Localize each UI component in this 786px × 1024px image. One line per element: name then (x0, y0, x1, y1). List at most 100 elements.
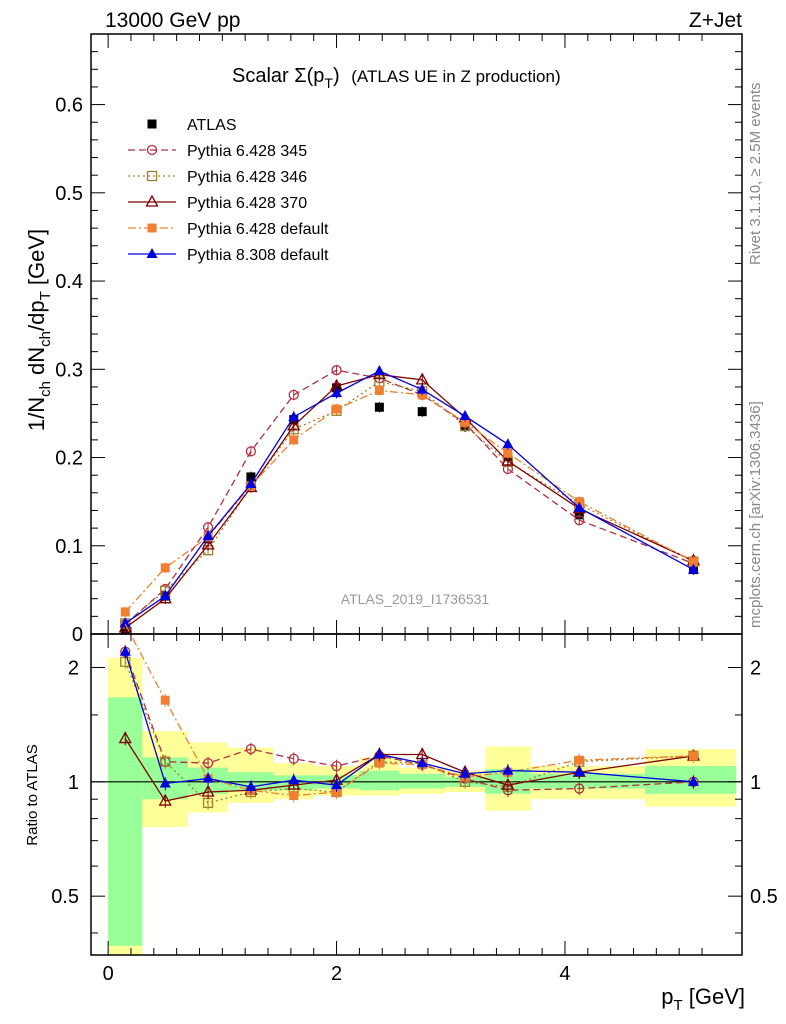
series-line-p370 (124, 373, 694, 629)
point-p370 (201, 537, 215, 550)
ratio-line-p370 (124, 738, 694, 802)
ratio-point-p8def (159, 777, 171, 788)
legend-label: Pythia 6.428 370 (187, 195, 307, 212)
ratio-ytick-label: 1 (68, 772, 79, 794)
point-p8def (459, 410, 471, 421)
ratio-ytick-label-right: 1 (750, 772, 761, 794)
series-line-p6def (124, 389, 694, 613)
main-panel: 0 0.1 0.2 0.3 0.4 0.5 0.6 1/Nch dNch/dpT [GeV]… (24, 33, 743, 646)
legend-label: Pythia 6.428 346 (187, 169, 307, 186)
series-line-p8def (124, 370, 694, 624)
point-p8def (119, 617, 131, 628)
point-p8def (331, 387, 343, 398)
ratio-point-p6def (332, 787, 342, 797)
ratio-point-p345 (331, 760, 342, 772)
ratio-xtick-label: 0 (103, 963, 114, 985)
ratio-line-p8def (124, 651, 694, 788)
point-p8def (573, 501, 585, 512)
legend-marker (146, 144, 158, 156)
point-atlas (417, 407, 427, 417)
point-p6def (688, 557, 698, 567)
main-ytick-label: 0.5 (55, 183, 83, 205)
ratio-point-p8def (119, 645, 131, 656)
header-left: 13000 GeV pp (105, 9, 240, 32)
ratio-point-p8def (245, 780, 257, 791)
legend-label: ATLAS (187, 117, 237, 134)
main-ylabel: 1/Nch dNch/dpT [GeV] (24, 229, 54, 431)
ratio-point-p345 (574, 783, 585, 794)
point-p6def (374, 385, 384, 395)
ratio-panel: 0.5 0.5 1 1 2 2 0 2 4 Ratio to ATLAS pT [GeV] (24, 623, 778, 1014)
main-ytick-label: 0 (72, 624, 83, 646)
header-right: Z+Jet (689, 9, 742, 32)
band-green (644, 766, 737, 794)
series-line-p346 (124, 380, 694, 624)
mcplots-label: mcplots.cern.ch [arXiv:1306.3436] (747, 401, 764, 628)
ratio-ylabel: Ratio to ATLAS (24, 744, 41, 845)
legend-marker (147, 223, 157, 233)
ratio-point-p8def (288, 774, 300, 785)
ratio-point-p8def (373, 748, 385, 759)
point-p8def (416, 383, 428, 394)
main-series-layer (118, 364, 701, 635)
point-atlas (246, 472, 256, 482)
ratio-point-p370 (501, 777, 515, 790)
point-p6def (503, 448, 513, 458)
point-p8def (202, 530, 214, 541)
ratio-xtick-label: 4 (559, 963, 570, 985)
point-p370 (287, 418, 301, 431)
ratio-bands-layer (91, 657, 742, 955)
legend-label: Pythia 6.428 default (187, 221, 329, 238)
point-p8def (373, 365, 385, 376)
band-green (359, 770, 400, 791)
main-axes-layer: 0 0.1 0.2 0.3 0.4 0.5 0.6 (55, 33, 743, 646)
ratio-point-p370 (158, 793, 172, 806)
ratio-point-p8def (202, 772, 214, 783)
ratio-ytick-label-right: 0.5 (750, 886, 778, 908)
point-p345 (331, 365, 342, 376)
ratio-point-p6def (574, 755, 584, 765)
point-p6def (460, 417, 470, 427)
main-ytick-label: 0.4 (55, 271, 83, 293)
ratio-point-p6def (374, 758, 384, 768)
point-p370 (501, 453, 515, 466)
legend-item-p370: Pythia 6.428 370 (128, 194, 307, 212)
ratio-axes-layer: 0.5 0.5 1 1 2 2 0 2 4 (51, 633, 778, 985)
ratio-xtick-label: 2 (331, 963, 342, 985)
ratio-point-p8def (331, 779, 343, 790)
ratio-point-p8def (416, 757, 428, 768)
ratio-point-p6def (289, 791, 299, 801)
legend-label: Pythia 8.308 default (187, 247, 329, 264)
ratio-point-p8def (459, 767, 471, 778)
ratio-series-p8def (119, 645, 699, 794)
legend-marker (146, 170, 158, 182)
main-ytick-label: 0.2 (55, 448, 83, 470)
point-p6def (160, 563, 170, 573)
band-green (530, 773, 645, 789)
point-p8def (687, 563, 699, 574)
ratio-ytick-label: 0.5 (51, 886, 79, 908)
ratio-point-p8def (502, 764, 514, 775)
point-p345 (574, 515, 585, 526)
ratio-point-p6def (160, 695, 170, 705)
rivet-label: Rivet 3.1.10, ≥ 2.5M events (747, 83, 764, 266)
analysis-id: ATLAS_2019_I1736531 (341, 591, 490, 607)
point-p6def (332, 404, 342, 414)
point-p6def (289, 435, 299, 445)
point-p345 (288, 389, 299, 401)
legend-item-p8def: Pythia 8.308 default (128, 247, 329, 264)
ratio-point-p370 (201, 784, 215, 797)
ratio-point-p345 (245, 743, 257, 755)
band-green (399, 773, 446, 789)
ratio-xlabel: pT [GeV] (661, 984, 745, 1014)
ratio-series-layer (118, 623, 701, 810)
ratio-ytick-label: 2 (68, 657, 79, 679)
point-p6def (120, 607, 130, 617)
ratio-point-p8def (573, 766, 585, 777)
point-p8def (245, 478, 257, 488)
series-p6def (120, 385, 698, 618)
ratio-line-p345 (124, 651, 694, 791)
main-ytick-label: 0.6 (55, 95, 83, 117)
ratio-point-p8def (687, 775, 699, 786)
